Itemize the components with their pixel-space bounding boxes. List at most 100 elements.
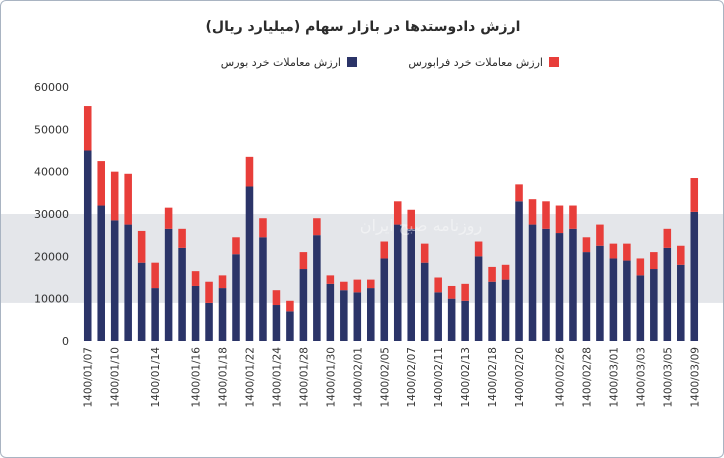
bar-segment-farabourse bbox=[461, 283, 469, 301]
x-tick-label: 1400/02/07 bbox=[406, 347, 418, 408]
bar-segment-farabourse bbox=[259, 218, 267, 238]
bar-segment-bourse bbox=[191, 285, 200, 341]
bar-segment-farabourse bbox=[272, 290, 281, 306]
bar-segment-bourse bbox=[164, 228, 173, 341]
bar-segment-bourse bbox=[205, 302, 213, 341]
bar-segment-farabourse bbox=[340, 281, 348, 291]
bar-segment-bourse bbox=[124, 224, 132, 341]
x-tick-label: 1400/02/20 bbox=[514, 347, 526, 408]
bar-segment-bourse bbox=[420, 262, 429, 341]
bar-segment-farabourse bbox=[380, 241, 389, 259]
bar-segment-farabourse bbox=[313, 218, 321, 236]
bar-segment-bourse bbox=[650, 269, 658, 341]
bar-segment-farabourse bbox=[110, 171, 119, 221]
bar-segment-bourse bbox=[353, 292, 362, 341]
bar-segment-farabourse bbox=[164, 207, 173, 229]
bar-segment-bourse bbox=[178, 247, 186, 341]
bar-segment-farabourse bbox=[393, 201, 402, 225]
x-tick-label: 1400/03/03 bbox=[635, 347, 647, 408]
bar-segment-bourse bbox=[690, 211, 699, 341]
x-tick-label: 1400/02/28 bbox=[581, 347, 593, 408]
bar-segment-farabourse bbox=[232, 237, 240, 255]
bar-segment-bourse bbox=[259, 237, 267, 341]
y-axis: 0 10000 20000 30000 40000 50000 60000 bbox=[34, 81, 69, 348]
x-tick-label: 1400/02/18 bbox=[487, 347, 499, 408]
x-tick-label: 1400/01/18 bbox=[218, 347, 230, 408]
bar-segment-farabourse bbox=[623, 243, 631, 261]
x-tick-label: 1400/01/24 bbox=[271, 347, 283, 408]
x-tick-label: 1400/01/14 bbox=[150, 347, 162, 408]
bar-segment-bourse bbox=[137, 262, 146, 341]
bar-segment-bourse bbox=[515, 201, 523, 341]
bar-segment-farabourse bbox=[407, 209, 415, 229]
bar-segment-farabourse bbox=[83, 106, 92, 151]
bar-segment-farabourse bbox=[515, 184, 523, 202]
watermark-text: روزنامه صبح ایران bbox=[360, 216, 483, 236]
bar-segment-bourse bbox=[151, 288, 159, 341]
bar-segment-bourse bbox=[636, 275, 645, 341]
bar-segment-farabourse bbox=[124, 173, 132, 225]
x-tick-label: 1400/01/10 bbox=[110, 347, 122, 408]
y-tick-label: 30000 bbox=[34, 208, 69, 221]
bar-segment-farabourse bbox=[178, 228, 186, 248]
bar-segment-farabourse bbox=[609, 243, 618, 259]
y-tick-label: 10000 bbox=[34, 293, 69, 306]
bar-segment-farabourse bbox=[636, 258, 645, 276]
bar-segment-bourse bbox=[340, 290, 348, 341]
bar-segment-bourse bbox=[326, 283, 335, 341]
bar-segment-bourse bbox=[461, 300, 469, 341]
y-tick-label: 40000 bbox=[34, 166, 69, 179]
bar-segment-farabourse bbox=[690, 178, 699, 212]
bar-segment-bourse bbox=[218, 288, 227, 341]
bar-segment-farabourse bbox=[367, 279, 375, 289]
x-tick-label: 1400/02/01 bbox=[352, 347, 364, 408]
bar-segment-farabourse bbox=[434, 277, 442, 293]
chart-title: ارزش دادوستدها در بازار سهام (میلیارد ری… bbox=[206, 19, 521, 35]
bar-segment-farabourse bbox=[555, 205, 564, 234]
bar-segment-farabourse bbox=[474, 241, 483, 257]
bar-segment-bourse bbox=[474, 256, 483, 341]
bar-segment-farabourse bbox=[542, 201, 550, 229]
bar-segment-bourse bbox=[367, 288, 375, 341]
bar-segment-farabourse bbox=[420, 243, 429, 263]
bar-segment-bourse bbox=[596, 245, 604, 341]
legend: ارزش معاملات خرد بورس ارزش معاملات خرد فر… bbox=[221, 56, 559, 69]
bar-segment-farabourse bbox=[663, 228, 672, 248]
bar-segment-farabourse bbox=[299, 252, 308, 270]
bar-segment-bourse bbox=[677, 264, 685, 341]
x-tick-label: 1400/02/11 bbox=[433, 347, 445, 408]
legend-swatch bbox=[347, 57, 357, 67]
bar-segment-bourse bbox=[609, 258, 618, 341]
legend-swatch bbox=[549, 57, 559, 67]
bar-segment-farabourse bbox=[596, 224, 604, 246]
bar-segment-bourse bbox=[83, 150, 92, 341]
bar-segment-bourse bbox=[232, 254, 240, 341]
x-tick-label: 1400/01/07 bbox=[83, 347, 95, 408]
bar-segment-bourse bbox=[542, 228, 550, 341]
x-tick-label: 1400/01/28 bbox=[298, 347, 310, 408]
legend-label: ارزش معاملات خرد بورس bbox=[221, 56, 341, 69]
bar-segment-bourse bbox=[663, 247, 672, 341]
y-tick-label: 0 bbox=[62, 335, 69, 348]
bar-segment-farabourse bbox=[151, 262, 159, 289]
x-tick-label: 1400/02/13 bbox=[460, 347, 472, 408]
x-tick-label: 1400/02/26 bbox=[554, 347, 566, 408]
legend-item: ارزش معاملات خرد بورس bbox=[221, 56, 357, 69]
bar-segment-farabourse bbox=[245, 156, 254, 187]
bar-segment-farabourse bbox=[205, 281, 213, 303]
x-tick-label: 1400/01/16 bbox=[191, 347, 203, 408]
bar-segment-bourse bbox=[110, 220, 119, 341]
bar-segment-farabourse bbox=[353, 279, 362, 293]
x-tick-label: 1400/03/05 bbox=[662, 347, 674, 408]
bar-segment-bourse bbox=[488, 281, 496, 341]
bar-segment-bourse bbox=[501, 279, 510, 341]
bar-segment-bourse bbox=[286, 311, 294, 341]
bar-segment-bourse bbox=[97, 205, 105, 341]
bar-segment-bourse bbox=[447, 298, 456, 341]
bar-segment-bourse bbox=[245, 186, 254, 341]
bar-segment-farabourse bbox=[582, 237, 591, 253]
bar-segment-farabourse bbox=[97, 161, 105, 206]
bar-segment-farabourse bbox=[488, 266, 496, 282]
bar-segment-farabourse bbox=[528, 199, 537, 225]
